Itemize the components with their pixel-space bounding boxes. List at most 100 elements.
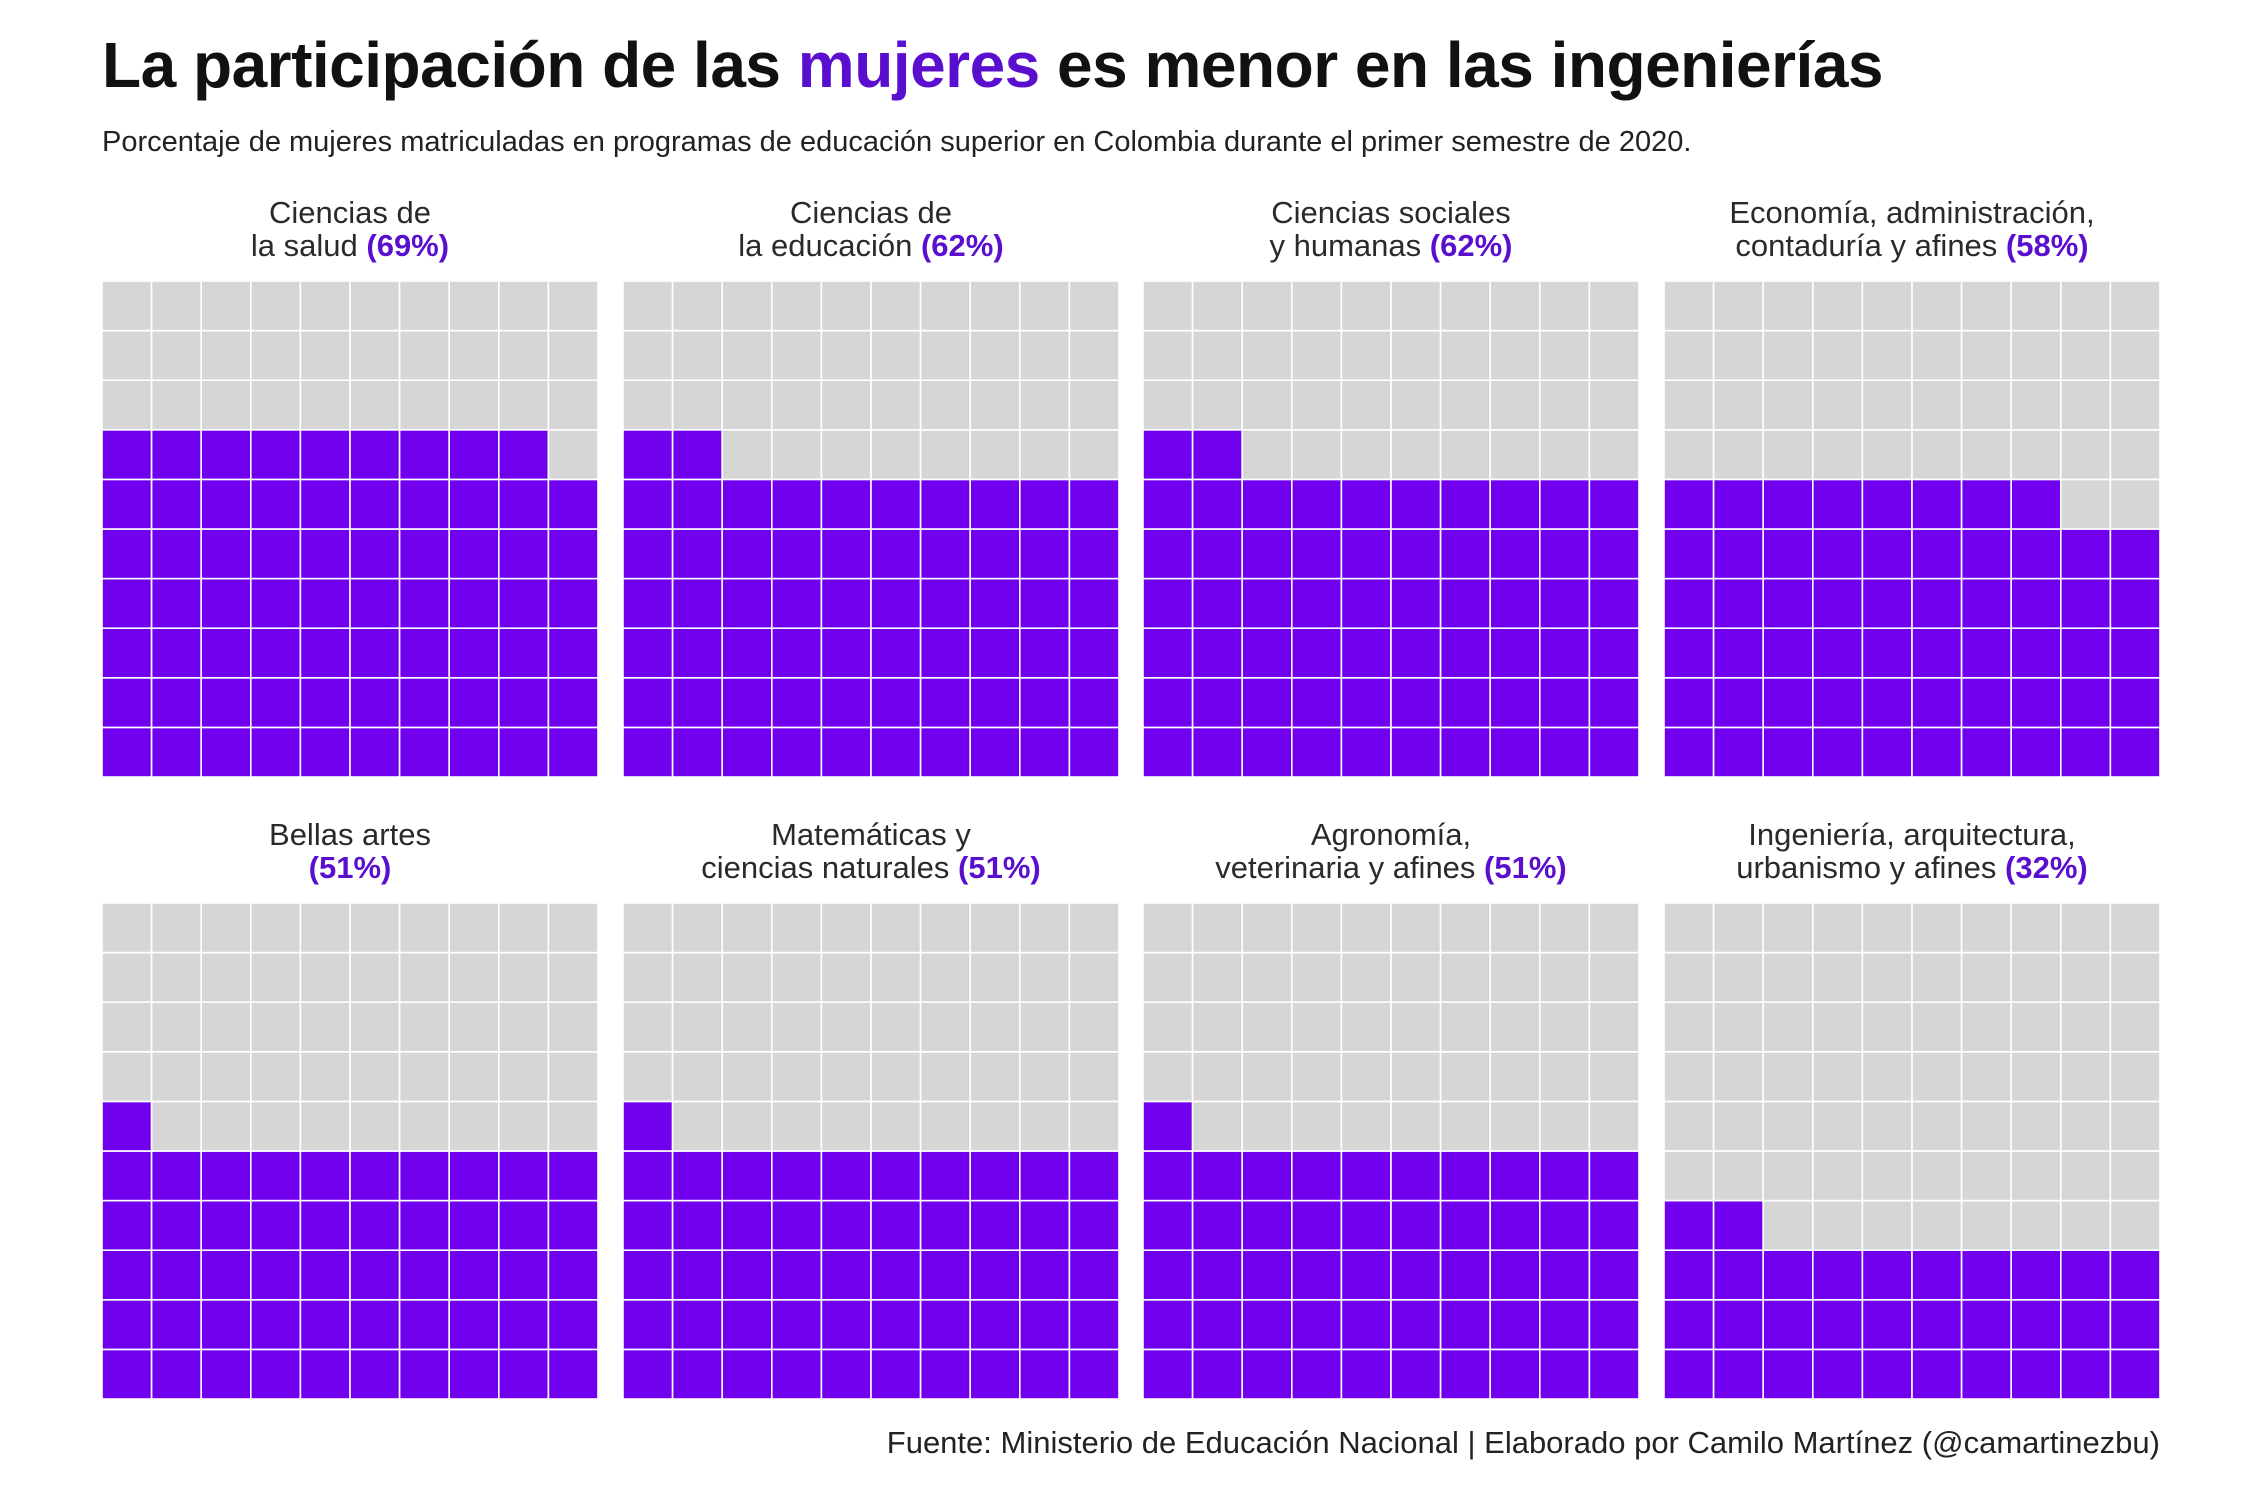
waffle-cell-empty (1018, 329, 1071, 381)
waffle-cell-women (870, 726, 922, 777)
waffle-cell-empty (250, 951, 302, 1003)
waffle-cell-women (1439, 1298, 1492, 1351)
waffle-cell-women (2109, 726, 2160, 777)
waffle-cell-empty (870, 379, 922, 431)
waffle-cell-empty (721, 379, 773, 431)
waffle-cell-women (1390, 1348, 1442, 1399)
waffle-cell-women (2010, 676, 2062, 729)
waffle-cell-women (250, 478, 302, 530)
panel-label-line1: Matemáticas y (771, 817, 971, 852)
waffle-cell-empty (1340, 951, 1392, 1003)
waffle-cell-women (1068, 676, 1119, 729)
waffle-cell-women (1911, 528, 1963, 580)
waffle-cell-women (1390, 1150, 1442, 1202)
panel-label-line1: Agronomía, (1310, 817, 1472, 852)
waffle-cell-empty (1812, 1199, 1864, 1252)
waffle-cell-women (1018, 1249, 1071, 1301)
waffle-cell-women (349, 627, 401, 679)
waffle-cell-empty (2010, 903, 2062, 954)
waffle-cell-women (448, 577, 500, 630)
waffle-cell-empty (721, 1001, 773, 1053)
waffle-cell-empty (497, 951, 550, 1003)
waffle-cell-women (349, 1249, 401, 1301)
waffle-cell-women (448, 1348, 500, 1399)
waffle-cell-empty (2059, 1100, 2112, 1152)
waffle-cell-empty (2109, 1199, 2160, 1252)
panel-label-text: veterinaria y afines (1215, 850, 1485, 885)
waffle-cell-women (1143, 1348, 1194, 1399)
waffle-cell-empty (870, 429, 922, 481)
panel-label-line1: Ciencias sociales (1271, 195, 1511, 230)
waffle-cell-empty (547, 1051, 598, 1103)
waffle-cell-women (1241, 577, 1293, 630)
waffle-cell-women (1439, 528, 1492, 580)
waffle-cell-women (1390, 1199, 1442, 1252)
waffle-cell-women (102, 429, 153, 481)
waffle-cell-empty (771, 903, 823, 954)
panel-label-text: y humanas (1269, 228, 1430, 263)
waffle-cell-women (1861, 1249, 1913, 1301)
waffle-cell-empty (2109, 379, 2160, 431)
waffle-cell-women (1241, 1249, 1293, 1301)
waffle-cell-women (1340, 478, 1392, 530)
waffle-cell-women (497, 577, 550, 630)
waffle-cell-women (1489, 1348, 1541, 1399)
waffle-cell-empty (1960, 1051, 2013, 1103)
waffle-cell-women (969, 1348, 1021, 1399)
waffle-cell-empty (1068, 379, 1119, 431)
waffle-cell-empty (250, 1100, 302, 1152)
waffle-cell-women (1538, 577, 1591, 630)
waffle-cell-empty (1439, 1001, 1492, 1053)
waffle-cell-empty (771, 429, 823, 481)
waffle-cell-women (1960, 528, 2013, 580)
waffle-cell-empty (1538, 281, 1591, 332)
waffle-cell-women (1068, 627, 1119, 679)
waffle-cell-empty (2059, 281, 2112, 332)
waffle-cell-empty (969, 329, 1021, 381)
waffle-cell-women (771, 1199, 823, 1252)
waffle-cell-empty (1291, 1001, 1343, 1053)
waffle-cell-empty (299, 1100, 351, 1152)
waffle-cell-women (349, 676, 401, 729)
waffle-cell-empty (1018, 951, 1071, 1003)
waffle-cell-women (1018, 478, 1071, 530)
waffle-cell-empty (820, 1051, 872, 1103)
waffle-cell-empty (398, 1100, 451, 1152)
waffle-cell-women (1068, 1249, 1119, 1301)
waffle-cell-empty (1241, 281, 1293, 332)
waffle-cell-empty (919, 1100, 972, 1152)
waffle-cell-women (1241, 1298, 1293, 1351)
waffle-cell-women (2109, 1348, 2160, 1399)
waffle-cell-empty (1911, 1001, 1963, 1053)
waffle-cell-women (919, 1249, 972, 1301)
waffle-cell-women (623, 1100, 674, 1152)
waffle-cell-empty (299, 379, 351, 431)
waffle-cell-empty (150, 379, 202, 431)
waffle-cell-empty (1068, 951, 1119, 1003)
waffle-cell-empty (1664, 329, 1715, 381)
panel-percent-label: (51%) (1484, 850, 1567, 885)
waffle-cell-empty (2010, 429, 2062, 481)
waffle-cell-women (1812, 528, 1864, 580)
waffle-cell-women (102, 726, 153, 777)
waffle-cell-women (1538, 676, 1591, 729)
waffle-cell-women (250, 528, 302, 580)
waffle-cell-empty (1664, 1051, 1715, 1103)
waffle-cell-women (1588, 1150, 1639, 1202)
waffle-cell-empty (250, 1051, 302, 1103)
waffle-cell-empty (1762, 281, 1814, 332)
waffle-cell-women (1664, 676, 1715, 729)
waffle-cell-empty (349, 281, 401, 332)
waffle-cell-women (771, 726, 823, 777)
waffle-cell-women (349, 528, 401, 580)
waffle-cell-women (1340, 1249, 1392, 1301)
waffle-cell-women (250, 429, 302, 481)
waffle-cell-empty (1018, 429, 1071, 481)
waffle-cell-empty (1911, 1199, 1963, 1252)
waffle-cell-women (771, 478, 823, 530)
waffle-cell-empty (1861, 903, 1913, 954)
waffle-cell-empty (2010, 1100, 2062, 1152)
waffle-cell-women (1538, 528, 1591, 580)
waffle-cell-women (1664, 1199, 1715, 1252)
waffle-cell-women (1911, 478, 1963, 530)
